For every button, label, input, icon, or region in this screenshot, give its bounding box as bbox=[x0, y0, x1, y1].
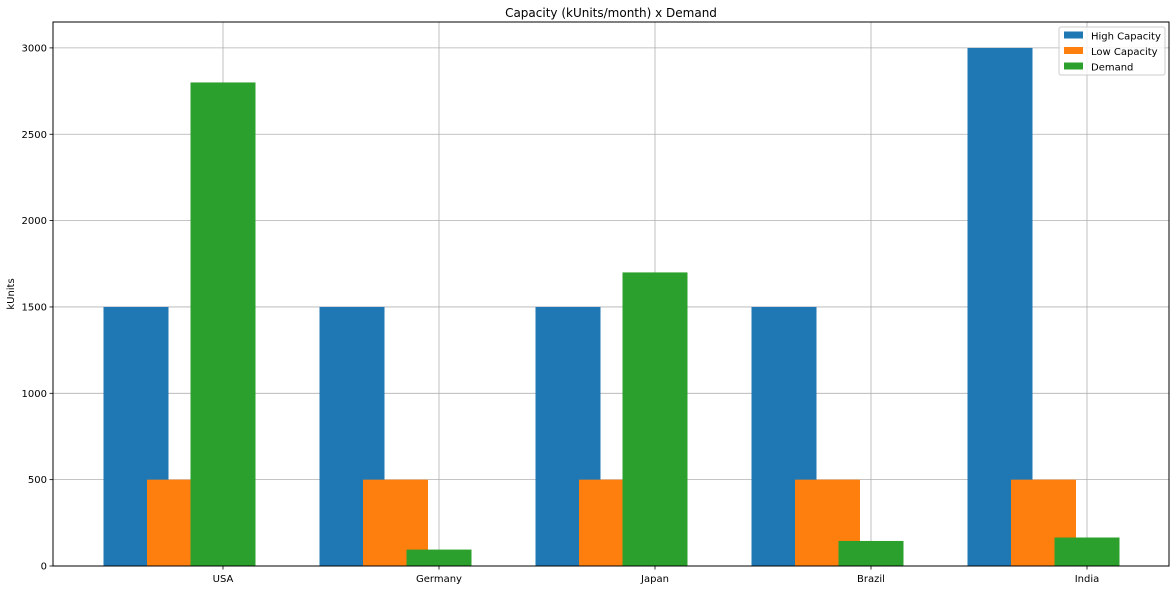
x-tick-label: India bbox=[1075, 574, 1100, 585]
y-tick-label: 0 bbox=[41, 562, 47, 573]
legend-swatch bbox=[1064, 62, 1083, 70]
plot-frame bbox=[52, 21, 1170, 567]
bar-demand bbox=[838, 540, 904, 566]
x-tick-label: USA bbox=[213, 574, 234, 585]
y-tick-label: 2500 bbox=[22, 130, 47, 141]
y-tick-label: 1000 bbox=[22, 389, 47, 400]
legend-label: Demand bbox=[1091, 63, 1133, 74]
x-tick-label: Japan bbox=[640, 574, 669, 585]
legend-label: Low Capacity bbox=[1091, 47, 1158, 58]
legend-swatch bbox=[1064, 47, 1083, 54]
bar-demand bbox=[406, 549, 472, 566]
y-tick-label: 2000 bbox=[22, 216, 47, 227]
y-tick-label: 1500 bbox=[22, 302, 47, 313]
bars-group bbox=[103, 47, 1120, 566]
bar-demand bbox=[1054, 537, 1120, 566]
legend-label: High Capacity bbox=[1091, 32, 1161, 43]
bar-demand bbox=[190, 82, 256, 566]
x-tick-label: Brazil bbox=[857, 574, 885, 585]
bar-demand bbox=[622, 272, 688, 566]
legend-swatch bbox=[1064, 31, 1083, 39]
y-axis-label: kUnits bbox=[6, 278, 17, 309]
legend-items: High Capacity Low Capacity Demand bbox=[1064, 31, 1161, 74]
chart-title: Capacity (kUnits/month) x Demand bbox=[505, 6, 717, 20]
legend-box bbox=[1058, 26, 1166, 76]
y-tick-label: 500 bbox=[28, 475, 47, 486]
legend: High Capacity Low Capacity Demand bbox=[1058, 26, 1166, 76]
y-axis-ticks: 0 500 1000 1500 2000 2500 3000 bbox=[22, 43, 53, 573]
x-axis-ticks: USA Germany Japan Brazil India bbox=[213, 566, 1100, 585]
y-tick-label: 3000 bbox=[22, 43, 47, 54]
x-tick-label: Germany bbox=[416, 574, 462, 585]
